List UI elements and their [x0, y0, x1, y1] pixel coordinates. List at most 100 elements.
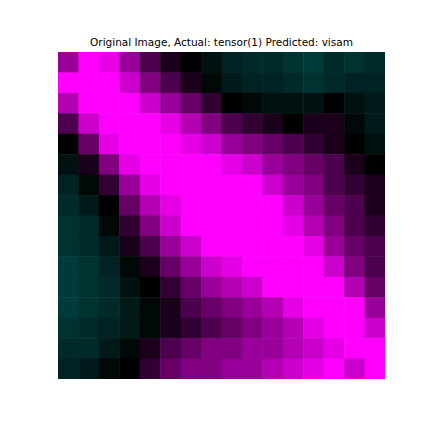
cell [365, 256, 385, 277]
cell [201, 318, 222, 339]
cell [78, 359, 99, 379]
cell [99, 216, 120, 237]
cell [222, 175, 243, 196]
cell [58, 236, 79, 257]
cell [160, 195, 181, 216]
cell [344, 52, 365, 73]
cell [222, 72, 243, 93]
cell [262, 154, 283, 175]
cell [201, 72, 222, 93]
cell [262, 236, 283, 257]
cell [344, 93, 365, 114]
cell [181, 195, 202, 216]
cell [262, 318, 283, 339]
cell [78, 216, 99, 237]
cell [160, 277, 181, 298]
cell [119, 338, 140, 359]
cell [99, 318, 120, 339]
cell [242, 277, 263, 298]
cell [58, 256, 79, 277]
cell [201, 216, 222, 237]
cell [222, 216, 243, 237]
cell [140, 216, 161, 237]
cell [181, 256, 202, 277]
cell [242, 72, 263, 93]
cell [119, 236, 140, 257]
cell [344, 154, 365, 175]
cell [78, 236, 99, 257]
cell [344, 195, 365, 216]
cell [140, 359, 161, 379]
cell [303, 134, 324, 155]
cell [119, 195, 140, 216]
cell [58, 359, 79, 379]
cell [365, 216, 385, 237]
cell [140, 277, 161, 298]
cell [303, 175, 324, 196]
cell [140, 175, 161, 196]
cell [58, 154, 79, 175]
cell [78, 154, 99, 175]
cell [324, 359, 345, 379]
cell [140, 134, 161, 155]
cell [324, 134, 345, 155]
cell [365, 277, 385, 298]
cell [78, 52, 99, 73]
cell [242, 52, 263, 73]
cell [119, 359, 140, 379]
cell [303, 256, 324, 277]
cell [262, 216, 283, 237]
cell [262, 338, 283, 359]
cell [303, 338, 324, 359]
cell [160, 72, 181, 93]
cell [324, 318, 345, 339]
cell [160, 359, 181, 379]
cell [242, 134, 263, 155]
cell [160, 236, 181, 257]
cell [119, 256, 140, 277]
cell [58, 72, 79, 93]
cell [222, 297, 243, 318]
cell [303, 195, 324, 216]
cell [201, 297, 222, 318]
cell [283, 154, 304, 175]
cell [262, 277, 283, 298]
cell [324, 256, 345, 277]
cell [119, 72, 140, 93]
cell [344, 256, 365, 277]
cell [242, 93, 263, 114]
cell [201, 52, 222, 73]
cell [119, 154, 140, 175]
cell [222, 277, 243, 298]
cell [78, 134, 99, 155]
cell [344, 134, 365, 155]
cell [181, 277, 202, 298]
cell [58, 175, 79, 196]
cell [283, 72, 304, 93]
cell [222, 154, 243, 175]
cell [58, 277, 79, 298]
cell [119, 113, 140, 134]
cell [222, 256, 243, 277]
cell [99, 175, 120, 196]
cell [262, 52, 283, 73]
cell [140, 256, 161, 277]
cell [344, 175, 365, 196]
cell [78, 297, 99, 318]
cell [242, 216, 263, 237]
cell [283, 318, 304, 339]
cell [160, 256, 181, 277]
cell [365, 338, 385, 359]
cell [181, 318, 202, 339]
cell [262, 72, 283, 93]
cell [344, 216, 365, 237]
cell [160, 52, 181, 73]
cell [344, 297, 365, 318]
cell [99, 113, 120, 134]
cell [119, 52, 140, 73]
cell [181, 154, 202, 175]
cell [181, 297, 202, 318]
cell [324, 216, 345, 237]
cell [119, 297, 140, 318]
cell [58, 113, 79, 134]
